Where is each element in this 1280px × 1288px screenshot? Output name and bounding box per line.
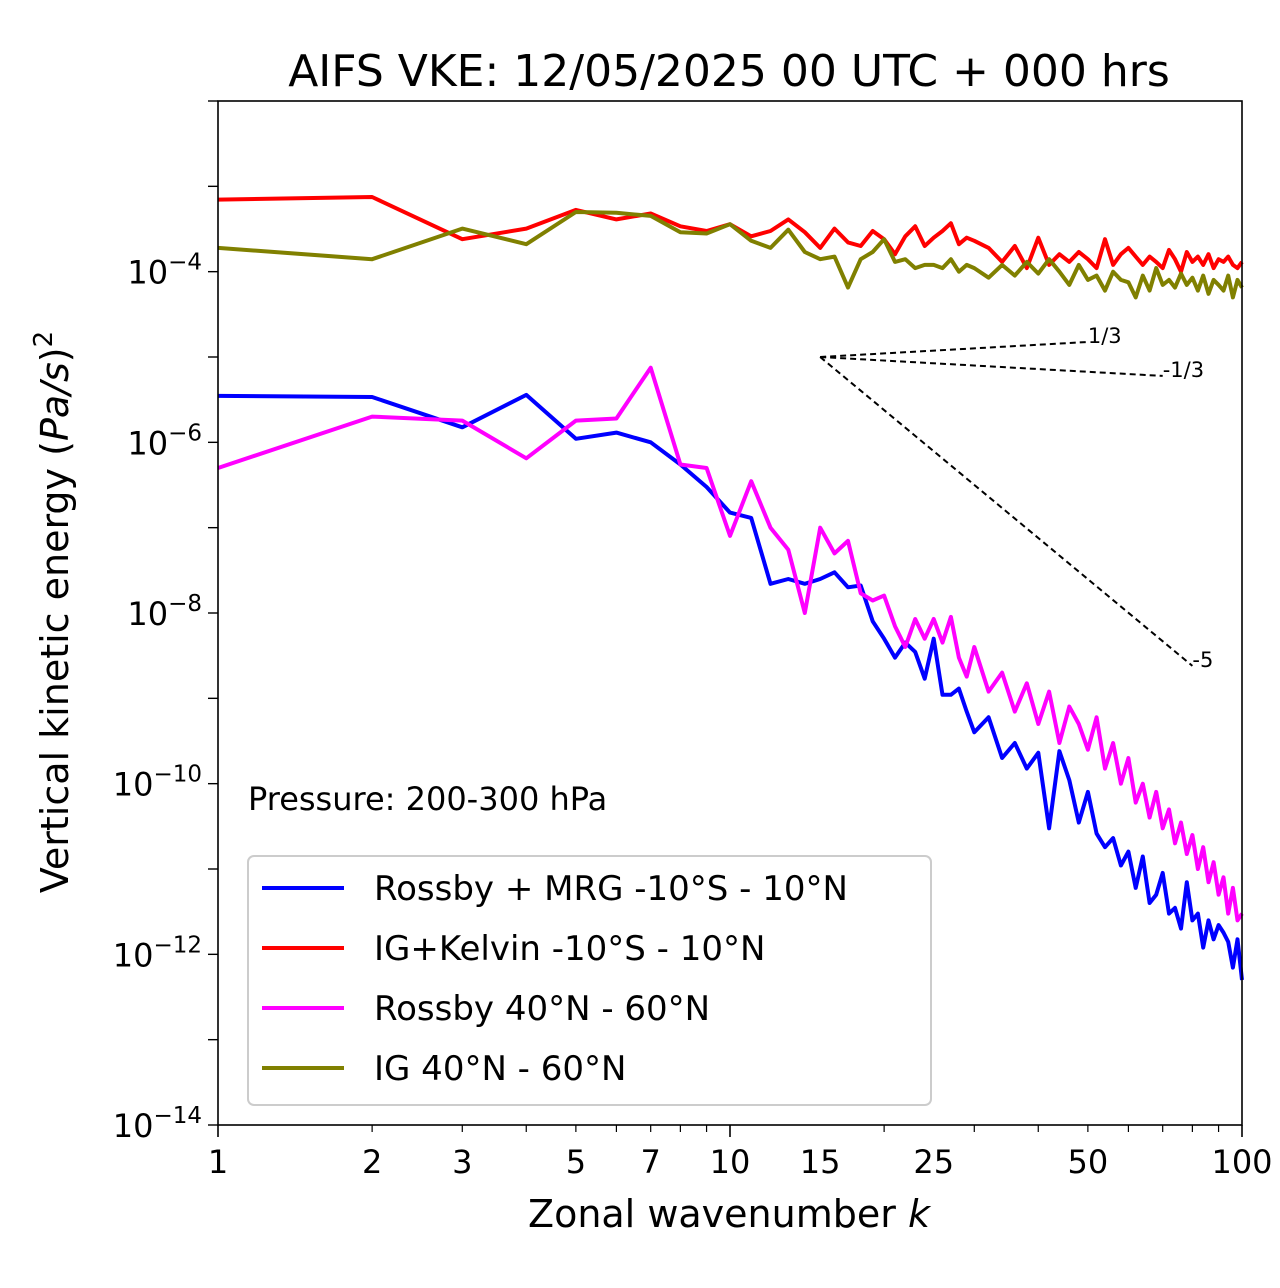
chart-title: AIFS VKE: 12/05/2025 00 UTC + 000 hrs [288, 46, 1170, 97]
series-line-1 [217, 195, 1244, 274]
x-tick-label: 10 [710, 1143, 751, 1181]
reference-slope-line-1 [820, 356, 1163, 377]
y-tick-label: 10−14 [113, 1103, 202, 1145]
reference-slope-label: -1/3 [1163, 358, 1204, 382]
series-line-3 [217, 210, 1244, 300]
reference-slope-line-2 [819, 356, 1194, 667]
y-axis-ticks: 10−4 10−6 10−8 10−10 10−12 10−14 [113, 100, 218, 1145]
y-axis-label-exp: 2 [29, 331, 59, 348]
x-axis-label-var: k [908, 1192, 932, 1236]
x-tick-label: 50 [1068, 1143, 1109, 1181]
reference-slope-label: -5 [1192, 648, 1213, 672]
legend-label: IG+Kelvin -10°S - 10°N [374, 929, 765, 969]
x-tick-label: 15 [800, 1143, 841, 1181]
x-tick-label: 25 [913, 1143, 954, 1181]
svg-text:Vertical kinetic energy (Pa/s): Vertical kinetic energy (Pa/s)2 [29, 331, 77, 893]
x-tick-label: 100 [1211, 1143, 1272, 1181]
reference-slope-label: 1/3 [1088, 324, 1122, 348]
legend-label: Rossby 40°N - 60°N [374, 989, 710, 1029]
y-tick-label: 10−12 [113, 932, 202, 974]
y-axis-label: Vertical kinetic energy (Pa/s)2 [29, 331, 77, 893]
legend-label: IG 40°N - 60°N [374, 1049, 626, 1089]
legend-frame [247, 855, 932, 1106]
y-axis-label-var: Pa/s [33, 362, 77, 441]
plot-frame [217, 100, 1243, 1126]
legend-label: Rossby + MRG -10°S - 10°N [374, 869, 848, 909]
y-tick-label: 10−10 [113, 762, 202, 804]
y-axis-label-main: Vertical kinetic energy ( [33, 441, 77, 893]
x-tick-label: 3 [452, 1143, 472, 1181]
y-axis-label-end: ) [33, 347, 77, 362]
y-tick-label: 10−4 [127, 250, 202, 292]
x-tick-label: 1 [208, 1143, 228, 1181]
plot-area [217, 195, 1244, 981]
pressure-annotation: Pressure: 200-300 hPa [248, 780, 607, 818]
y-tick-label: 10−6 [127, 420, 202, 462]
x-axis-ticks: 1 2 3 5 7 10 15 25 50 100 [208, 1125, 1273, 1181]
y-tick-label: 10−8 [127, 591, 202, 633]
x-tick-label: 2 [362, 1143, 382, 1181]
reference-slope-line-0 [820, 340, 1088, 358]
series-line-2 [217, 365, 1244, 923]
legend: Rossby + MRG -10°S - 10°N IG+Kelvin -10°S… [247, 855, 932, 1106]
x-tick-label: 5 [566, 1143, 586, 1181]
series-line-0 [217, 392, 1244, 981]
x-tick-label: 7 [641, 1143, 661, 1181]
reference-slopes: 1/3 -1/3 -5 [819, 324, 1213, 672]
x-axis-label: Zonal wavenumber k [528, 1192, 932, 1236]
x-axis-label-main: Zonal wavenumber [528, 1192, 908, 1236]
